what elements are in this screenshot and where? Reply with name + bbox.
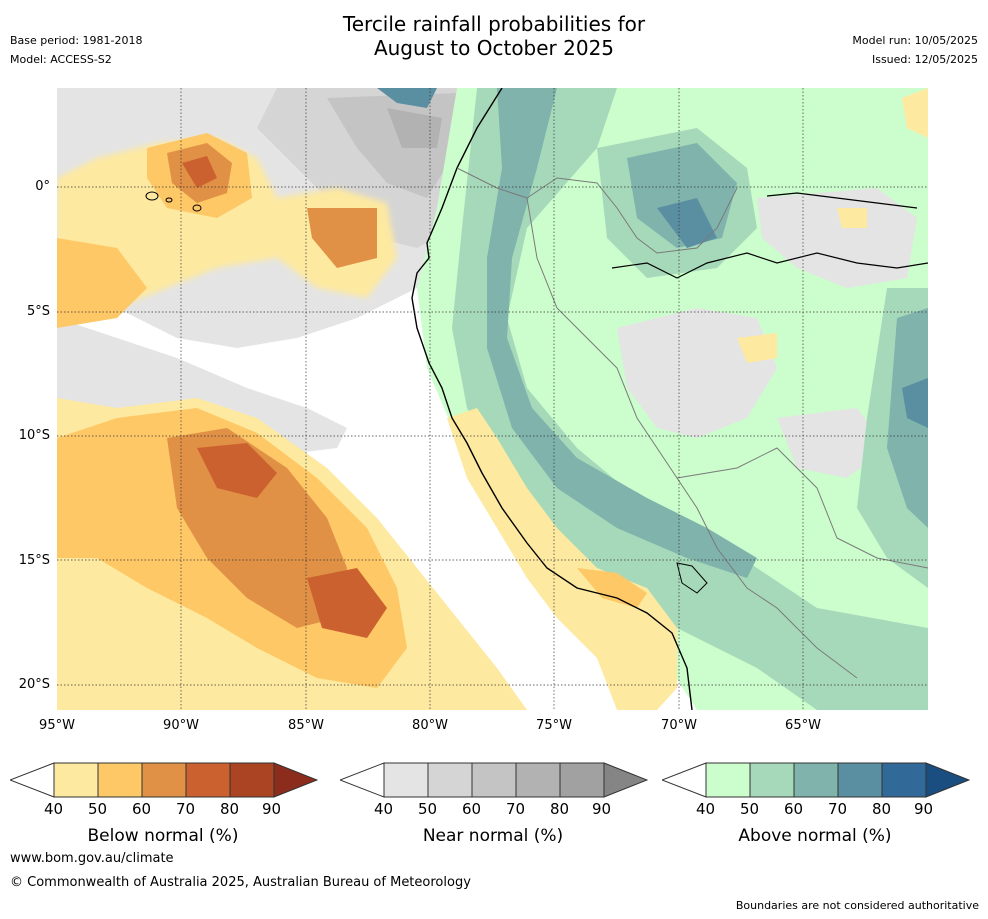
legend-swatch	[603, 762, 648, 798]
title-line-2: August to October 2025	[373, 36, 615, 60]
legend-tick: 70	[176, 800, 196, 818]
near-normal-label: Near normal (%)	[422, 826, 564, 846]
legend-swatch	[141, 762, 187, 798]
above-normal-colorbar	[662, 762, 970, 798]
legend-swatch	[515, 762, 561, 798]
issued-date: Issued: 12/05/2025	[871, 53, 978, 66]
galapagos-islands	[145, 191, 202, 212]
lat-tick: 10°S	[18, 428, 50, 443]
legend-tick: 60	[462, 800, 482, 818]
boundary-disclaimer: Boundaries are not considered authoritat…	[735, 899, 979, 912]
legend-tick: 60	[132, 800, 152, 818]
lat-tick: 0°	[35, 179, 50, 194]
legend-swatch	[559, 762, 605, 798]
legend-tick: 40	[44, 800, 64, 818]
lat-tick: 15°S	[18, 553, 50, 568]
legend-swatch	[925, 762, 970, 798]
legend-tick: 90	[592, 800, 612, 818]
legend-tick: 50	[88, 800, 108, 818]
legend-tick: 90	[262, 800, 282, 818]
lon-tick: 80°W	[412, 718, 448, 733]
amazon-river	[611, 252, 928, 279]
legend-swatch	[793, 762, 839, 798]
northern-coast	[766, 192, 918, 209]
map-title: Tercile rainfall probabilities for Augus…	[0, 12, 988, 60]
gridlines	[57, 88, 928, 710]
legend-swatch	[229, 762, 275, 798]
below-normal-label: Below normal (%)	[87, 826, 239, 846]
model-name: Model: ACCESS-S2	[10, 53, 112, 66]
map-field	[57, 88, 928, 710]
lon-tick: 65°W	[785, 718, 821, 733]
title-line-1: Tercile rainfall probabilities for	[342, 12, 646, 36]
model-run: Model run: 10/05/2025	[852, 34, 978, 47]
below-normal-region	[57, 88, 928, 710]
lon-tick: 75°W	[536, 718, 572, 733]
legend-tick: 40	[374, 800, 394, 818]
legend-tick: 80	[220, 800, 240, 818]
lon-tick: 70°W	[661, 718, 697, 733]
lon-tick: 90°W	[163, 718, 199, 733]
legend-tick: 70	[828, 800, 848, 818]
legend-swatch	[53, 762, 99, 798]
legend-tick: 80	[872, 800, 892, 818]
legend-swatch	[881, 762, 927, 798]
legend-tick: 40	[696, 800, 716, 818]
lat-tick: 20°S	[18, 677, 50, 692]
legend-swatch	[837, 762, 883, 798]
legend-swatch	[185, 762, 231, 798]
legend-swatch	[471, 762, 517, 798]
above-normal-label: Above normal (%)	[738, 826, 892, 846]
below-normal-colorbar	[10, 762, 318, 798]
legend-swatch	[97, 762, 143, 798]
near-normal-colorbar	[340, 762, 648, 798]
source-link[interactable]: www.bom.gov.au/climate	[10, 851, 174, 866]
meta-right: Model run: 10/05/2025 Issued: 12/05/2025	[852, 31, 978, 69]
legend-swatch	[273, 762, 318, 798]
legend-tick: 50	[418, 800, 438, 818]
legend-swatch	[427, 762, 473, 798]
meta-left: Base period: 1981-2018 Model: ACCESS-S2	[10, 31, 142, 69]
legend-tick: 70	[506, 800, 526, 818]
legend-tick: 80	[550, 800, 570, 818]
legend-tick: 60	[784, 800, 804, 818]
country-borders	[456, 167, 928, 679]
legend-tick: 90	[914, 800, 934, 818]
base-period: Base period: 1981-2018	[10, 34, 143, 47]
lon-tick: 95°W	[39, 718, 75, 733]
probability-map	[57, 88, 928, 710]
legend-swatch	[383, 762, 429, 798]
legend-swatch	[705, 762, 751, 798]
lon-tick: 85°W	[288, 718, 324, 733]
lake-titicaca	[676, 562, 708, 594]
coastline	[411, 88, 693, 710]
lat-tick: 5°S	[26, 304, 50, 319]
legend-tick: 50	[740, 800, 760, 818]
legend-swatch	[749, 762, 795, 798]
copyright-notice: © Commonwealth of Australia 2025, Austra…	[10, 875, 471, 890]
